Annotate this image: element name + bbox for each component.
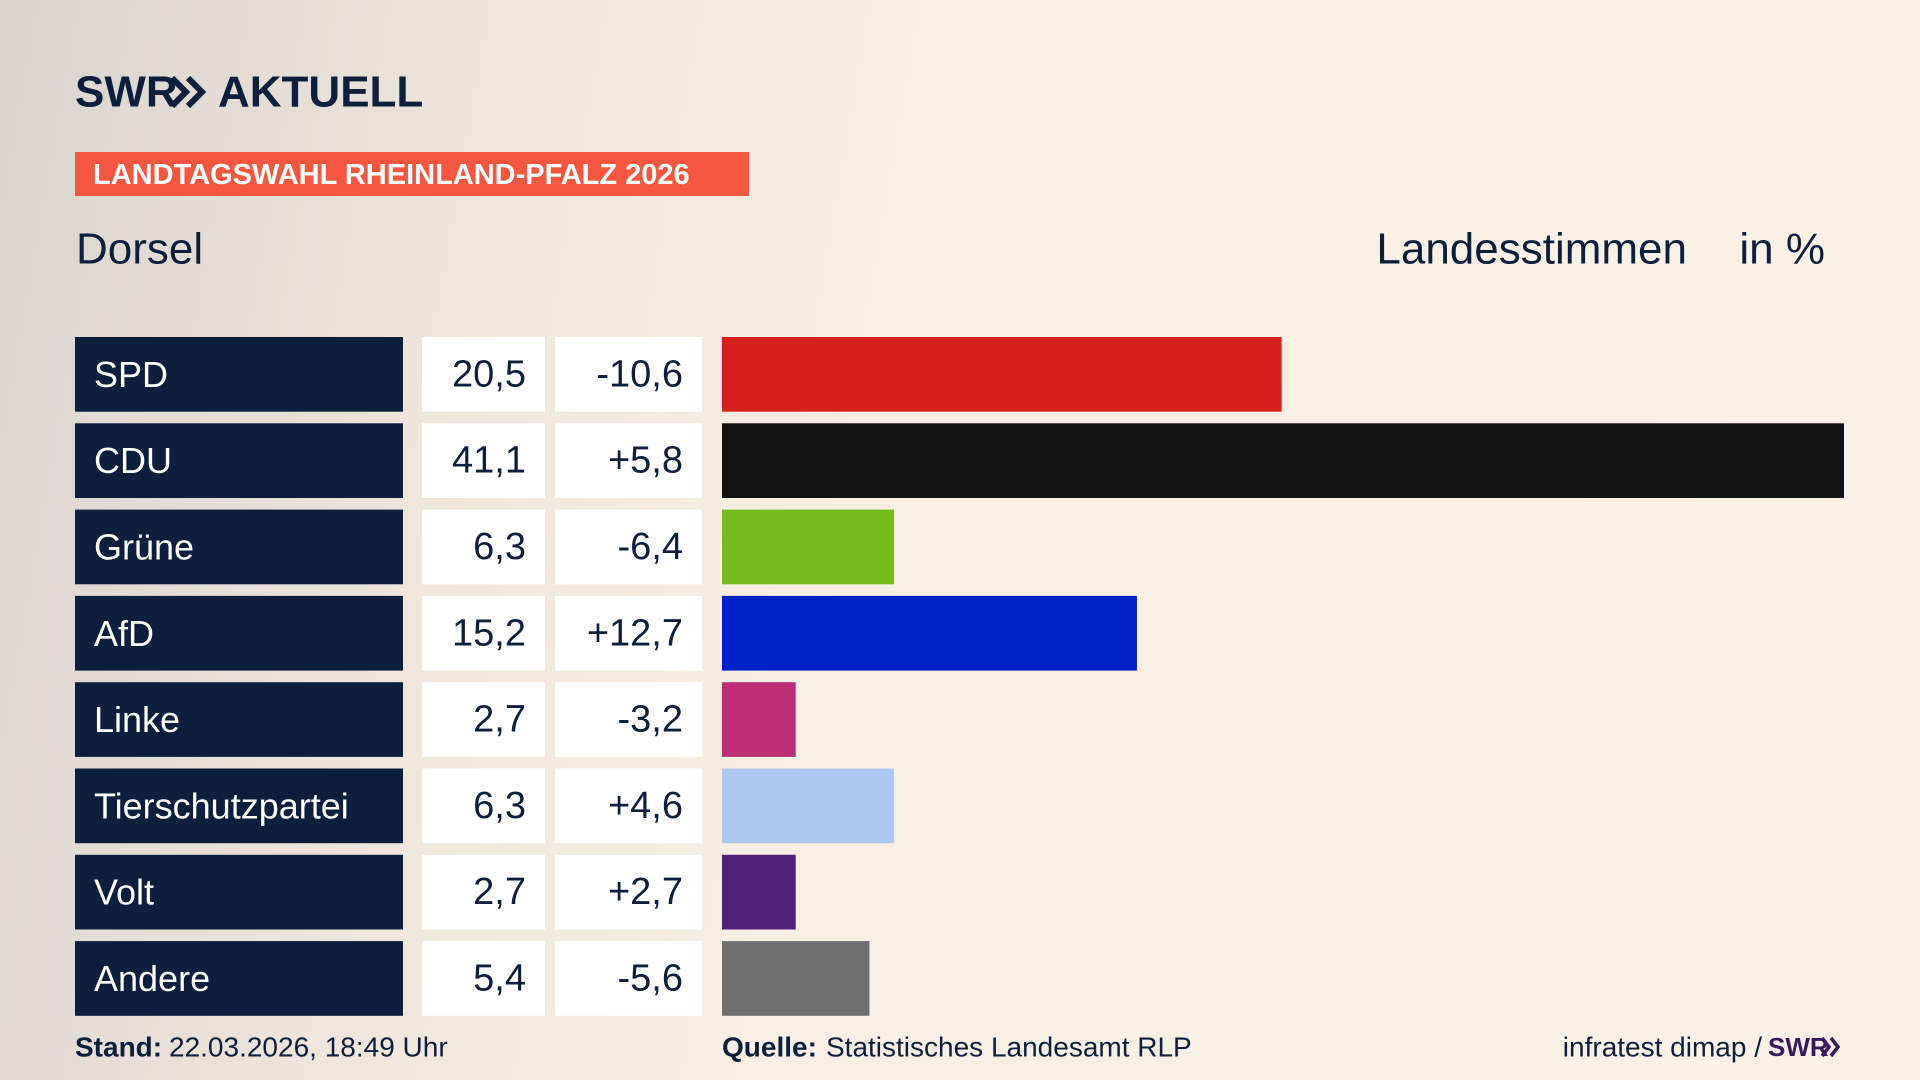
value-label: 2,7	[473, 699, 526, 741]
bar	[722, 854, 796, 930]
change-label: +4,6	[608, 785, 683, 827]
change-label: -6,4	[618, 526, 683, 568]
change-label: -5,6	[618, 957, 683, 999]
logo-chevrons	[169, 75, 207, 109]
value-cell	[422, 337, 545, 412]
party-name: AfD	[94, 613, 154, 654]
party-cell	[75, 337, 403, 412]
credit: infratest dimap /	[1563, 1032, 1762, 1063]
change-label: +5,8	[608, 440, 683, 482]
change-cell	[555, 682, 702, 757]
credit-chevron	[1820, 1036, 1832, 1058]
value-label: 6,3	[473, 526, 526, 568]
bar	[722, 941, 870, 1016]
badge-bg	[75, 152, 749, 196]
party-cell	[75, 509, 403, 585]
party-cell	[75, 423, 403, 498]
value-cell	[422, 682, 545, 757]
party-name: Grüne	[94, 526, 194, 567]
value-cell	[422, 941, 545, 1016]
unit: in %	[1739, 225, 1825, 274]
change-cell	[555, 941, 702, 1016]
bar	[722, 595, 1137, 671]
source: Statistisches Landesamt RLP	[826, 1032, 1192, 1063]
logo: SWR	[75, 68, 178, 117]
value-cell	[422, 595, 545, 671]
bar	[722, 682, 796, 757]
change-cell	[555, 768, 702, 844]
change-cell	[555, 854, 702, 930]
value-cell	[422, 423, 545, 498]
bar	[722, 768, 894, 844]
party-cell	[75, 595, 403, 671]
party-name: Linke	[94, 699, 180, 740]
change-cell	[555, 595, 702, 671]
credit-logo: SWR	[1768, 1032, 1829, 1062]
value-label: 6,3	[473, 785, 526, 827]
value-cell	[422, 854, 545, 930]
bar	[722, 337, 1282, 412]
change-cell	[555, 509, 702, 585]
badge: LANDTAGSWAHL RHEINLAND-PFALZ 2026	[93, 159, 690, 191]
change-cell	[555, 337, 702, 412]
value-label: 41,1	[452, 440, 526, 482]
party-cell	[75, 682, 403, 757]
value-cell	[422, 768, 545, 844]
party-name: Tierschutzpartei	[94, 785, 349, 826]
party-cell	[75, 768, 403, 844]
party-name: Volt	[94, 872, 154, 913]
brand: AKTUELL	[218, 68, 423, 117]
party-cell	[75, 854, 403, 930]
party-cell	[75, 941, 403, 1016]
credit-chevron	[1829, 1036, 1841, 1058]
party-name: SPD	[94, 354, 168, 395]
value-cell	[422, 509, 545, 585]
party-name: Andere	[94, 958, 210, 999]
stand: 22.03.2026, 18:49 Uhr	[169, 1032, 448, 1063]
stand-label: Stand:	[75, 1032, 162, 1063]
subtitle: Landesstimmen	[1376, 225, 1687, 274]
change-label: -10,6	[596, 353, 683, 395]
value-label: 15,2	[452, 612, 526, 654]
change-label: +2,7	[608, 871, 683, 913]
value-label: 2,7	[473, 871, 526, 913]
bar	[722, 423, 1844, 498]
value-label: 5,4	[473, 957, 526, 999]
change-label: +12,7	[587, 612, 683, 654]
change-label: -3,2	[618, 699, 683, 741]
title: Dorsel	[76, 225, 203, 274]
source-label: Quelle:	[722, 1032, 817, 1063]
value-label: 20,5	[452, 353, 526, 395]
party-name: CDU	[94, 440, 172, 481]
change-cell	[555, 423, 702, 498]
bar	[722, 509, 894, 585]
